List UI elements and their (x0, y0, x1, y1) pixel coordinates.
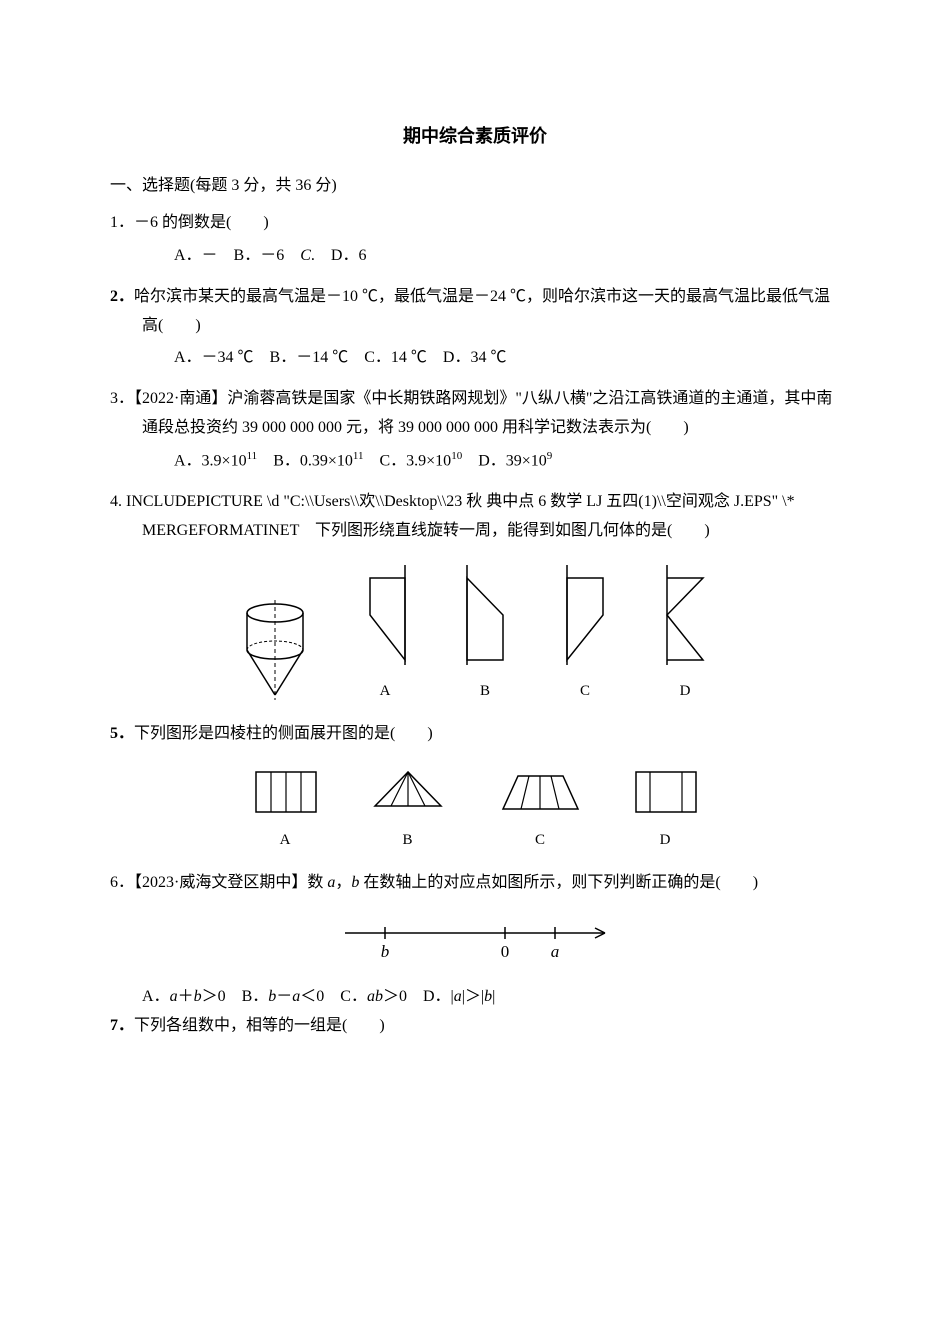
q3-num: 3． (110, 390, 134, 407)
q4-option-d: D (655, 560, 715, 705)
q3-optC-sup: 10 (451, 450, 462, 462)
q1-opt-cd: . D．6 (311, 247, 367, 264)
q2-options: A．－34 ℃ B．－14 ℃ C．14 ℃ D．34 ℃ (142, 344, 840, 373)
q5-option-d: D (628, 764, 703, 854)
section-header: 一、选择题(每题 3 分，共 36 分) (110, 172, 840, 201)
q6-number-line: b 0 a (110, 913, 840, 968)
q6-options: A．a＋b＞0 B．b－a＜0 C．ab＞0 D．|a|＞|b| (110, 983, 840, 1012)
shape-d-icon (655, 560, 715, 670)
q6-num: 6． (110, 874, 134, 891)
q6-optC-gt: ＞0 D．| (383, 988, 454, 1005)
q5-label-a: A (280, 827, 291, 854)
q5-num: 5． (110, 725, 134, 742)
unfold-a-icon (248, 764, 323, 819)
q2-text: 哈尔滨市某天的最高气温是－10 ℃，最低气温是－24 ℃，则哈尔滨市这一天的最高… (134, 288, 830, 334)
q3-options: A．3.9×1011 B．0.39×1011 C．3.9×1010 D．39×1… (142, 447, 840, 476)
q5-label-b: B (402, 827, 412, 854)
q6-optD-gt: |＞| (462, 988, 484, 1005)
q4-num: 4. (110, 493, 126, 510)
q6-text1: 【2023·威海文登区期中】数 (134, 874, 327, 891)
q6-optD-end: | (492, 988, 495, 1005)
q5-label-c: C (535, 827, 545, 854)
q4-reference-diagram (235, 595, 315, 705)
q3-text: 【2022·南通】沪渝蓉高铁是国家《中长期铁路网规划》"八纵八横"之沿江高铁通道… (134, 390, 832, 436)
q5-option-b: B (363, 764, 453, 854)
q6-optA-a: a (170, 988, 178, 1005)
question-1: 1．－6 的倒数是( ) A．－ B．－6 C. D．6 (110, 209, 840, 271)
q6-optB-minus: － (276, 988, 292, 1005)
q3-optB: B．0.39×10 (257, 452, 353, 469)
question-3: 3．【2022·南通】沪渝蓉高铁是国家《中长期铁路网规划》"八纵八横"之沿江高铁… (110, 385, 840, 476)
q6-optA-b: b (194, 988, 202, 1005)
svg-text:b: b (381, 942, 390, 961)
q6-optD-b: b (484, 988, 492, 1005)
cylinder-cone-icon (235, 595, 315, 705)
q5-label-d: D (660, 827, 671, 854)
q4-label-a: A (380, 678, 391, 705)
q1-opts-ab: A．－ B．－6 (174, 247, 300, 264)
q6-optA-gt: ＞0 B． (202, 988, 269, 1005)
q5-option-c: C (493, 764, 588, 854)
q6-optC-a: ab (367, 988, 383, 1005)
q7-num: 7． (110, 1017, 134, 1034)
q1-num: 1． (110, 214, 134, 231)
q6-optA-pre: A． (142, 988, 170, 1005)
number-line-icon: b 0 a (325, 913, 625, 968)
unfold-d-icon (628, 764, 703, 819)
q4-option-c: C (555, 560, 615, 705)
q6-optB-lt: ＜0 C． (300, 988, 367, 1005)
question-6: 6．【2023·威海文登区期中】数 a，b 在数轴上的对应点如图所示，则下列判断… (110, 869, 840, 898)
q3-optA-sup: 11 (247, 450, 258, 462)
q4-label-d: D (680, 678, 691, 705)
shape-b-icon (455, 560, 515, 670)
q5-option-a: A (248, 764, 323, 854)
q1-text: －6 的倒数是( ) (134, 214, 269, 231)
unfold-b-icon (363, 764, 453, 819)
page-title: 期中综合素质评价 (110, 120, 840, 152)
q4-diagrams: A B C D (110, 560, 840, 705)
svg-text:a: a (551, 942, 560, 961)
q5-text: 下列图形是四棱柱的侧面展开图的是( ) (134, 725, 433, 742)
q2-num: 2． (110, 288, 134, 305)
q3-optC: C．3.9×10 (363, 452, 451, 469)
q1-options: A．－ B．－6 C. D．6 (142, 242, 840, 271)
shape-c-icon (555, 560, 615, 670)
q4-label-b: B (480, 678, 490, 705)
question-2: 2．哈尔滨市某天的最高气温是－10 ℃，最低气温是－24 ℃，则哈尔滨市这一天的… (110, 283, 840, 373)
q4-option-b: B (455, 560, 515, 705)
q6-optA-plus: ＋ (178, 988, 194, 1005)
svg-text:0: 0 (501, 942, 510, 961)
q3-optA: A．3.9×10 (174, 452, 247, 469)
q7-text: 下列各组数中，相等的一组是( ) (134, 1017, 385, 1034)
q5-diagrams: A B C D (110, 764, 840, 854)
question-5: 5．下列图形是四棱柱的侧面展开图的是( ) (110, 720, 840, 749)
shape-a-icon (355, 560, 415, 670)
unfold-c-icon (493, 764, 588, 819)
q4-text: INCLUDEPICTURE \d "C:\\Users\\欢\\Desktop… (126, 493, 795, 539)
question-4: 4. INCLUDEPICTURE \d "C:\\Users\\欢\\Desk… (110, 488, 840, 546)
q6-mid: ， (335, 874, 351, 891)
question-7: 7．下列各组数中，相等的一组是( ) (110, 1012, 840, 1041)
q6-optD-a: a (454, 988, 462, 1005)
q1-opt-c: C (300, 247, 311, 264)
q3-optB-sup: 11 (353, 450, 364, 462)
q4-label-c: C (580, 678, 590, 705)
q6-text2: 在数轴上的对应点如图所示，则下列判断正确的是( ) (359, 874, 758, 891)
q3-optD-sup: 9 (547, 450, 553, 462)
q3-optD: D．39×10 (462, 452, 547, 469)
q4-option-a: A (355, 560, 415, 705)
